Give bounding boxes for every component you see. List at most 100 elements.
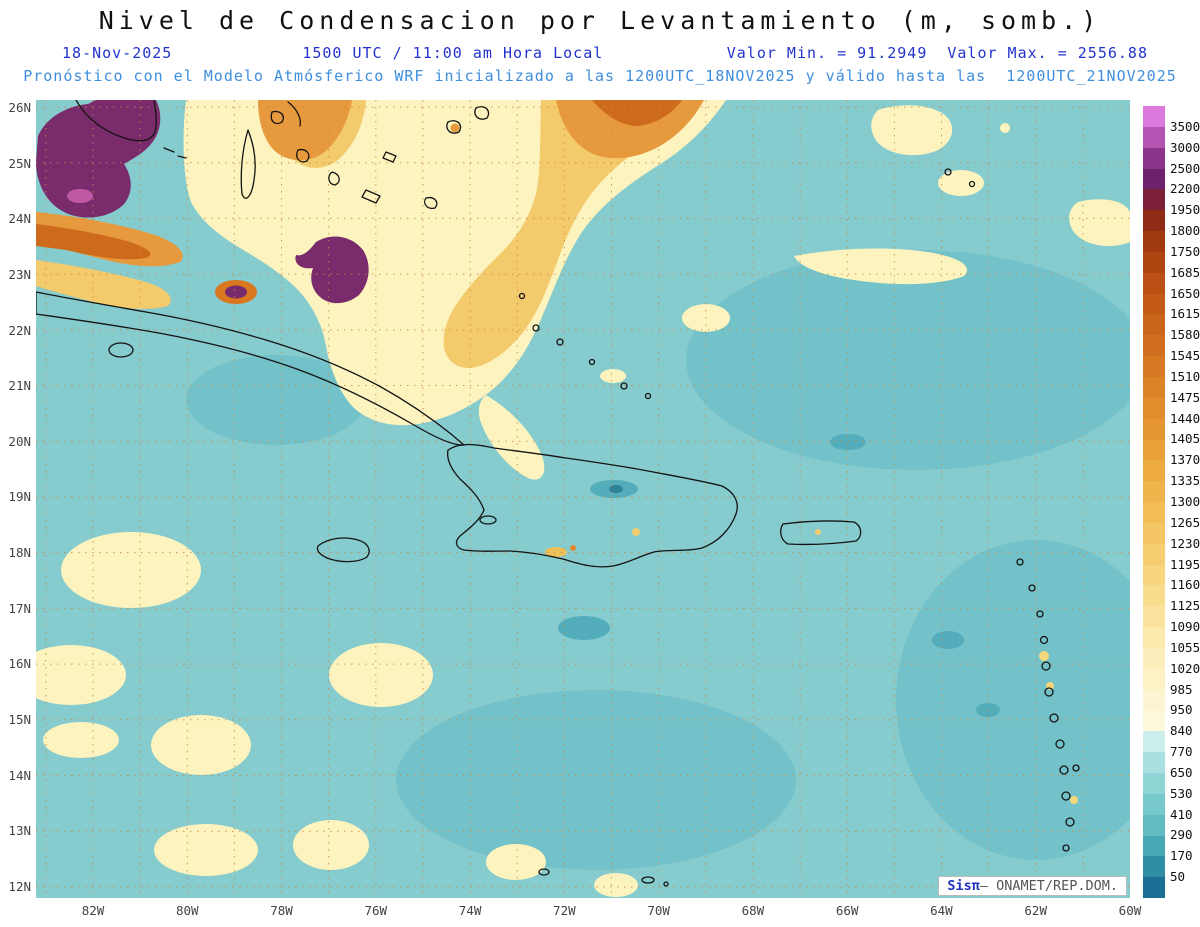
colorbar-label: 1750 [1170,243,1200,259]
lon-label: 62W [1024,903,1047,918]
colorbar-label: 840 [1170,723,1193,739]
colorbar-label: 1300 [1170,494,1200,509]
colorbar-swatch [1143,627,1165,648]
lat-label: 20N [8,433,31,449]
longitude-axis: 82W 80W 78W 76W 74W 72W 70W 68W 66W 64W 62W 60W [36,903,1142,919]
colorbar-label: 770 [1170,744,1193,760]
colorbar-label: 950 [1170,702,1193,718]
colorbar-label: 650 [1170,764,1193,780]
colorbar-label: 1265 [1170,514,1200,530]
colorbar-label: 1440 [1170,410,1200,426]
lon-label: 76W [364,903,388,918]
colorbar-label: 1125 [1170,598,1200,614]
lat-label: 12N [8,878,31,894]
value-min: Valor Min. = 91.2949 [726,44,928,62]
colorbar-label: 1580 [1170,327,1200,343]
colorbar-swatch [1143,564,1165,586]
colorbar-label: 3500 [1170,118,1200,134]
colorbar-label: 1160 [1170,577,1200,593]
colorbar-swatch [1143,752,1165,773]
forecast-description: Pronóstico con el Modelo Atmósferico WRF… [23,67,1177,85]
lon-label: 60W [1118,903,1142,918]
lat-label: 26N [8,100,31,115]
colorbar-swatch [1143,773,1165,794]
colorbar-label: 1650 [1170,285,1200,301]
attribution-box: Sisπ– ONAMET/REP.DOM. [938,876,1127,896]
colorbar-swatches [1143,106,1165,899]
colorbar-label: 1800 [1170,223,1200,239]
colorbar-swatch [1143,210,1165,232]
colorbar-label: 1230 [1170,535,1200,551]
colorbar-swatch [1143,710,1165,732]
header-line-1: 18-Nov-2025 1500 UTC / 11:00 am Hora Loc… [0,44,1200,62]
lon-label: 82W [81,903,105,918]
lat-label: 23N [8,266,31,282]
colorbar-label: 985 [1170,681,1193,697]
colorbar-swatch [1143,126,1165,148]
colorbar-swatch [1143,439,1165,461]
lon-label: 74W [458,903,482,918]
colorbar-swatch [1143,585,1165,607]
colorbar-label: 1475 [1170,389,1200,405]
colorbar-swatch [1143,502,1165,523]
colorbar-label: 2500 [1170,160,1200,176]
lat-label: 14N [8,767,31,783]
colorbar-swatch [1143,606,1165,628]
value-max: Valor Max. = 2556.88 [947,44,1148,62]
lat-label: 21N [8,378,31,394]
colorbar-swatch [1143,835,1165,857]
colorbar-label: 1195 [1170,556,1200,572]
lat-label: 16N [8,656,31,672]
latitude-axis: 26N 25N 24N 23N 22N 21N 20N 19N 18N 17N 16N 15N 14N 1… [0,100,31,894]
map-canvas [36,100,1130,898]
lon-label: 68W [741,903,765,918]
attribution-org: – ONAMET/REP.DOM. [979,878,1118,894]
lat-label: 25N [8,155,31,171]
lon-label: 70W [647,903,670,918]
colorbar-swatch [1143,335,1165,357]
colorbar-swatch [1143,460,1165,482]
colorbar-label: 3000 [1170,139,1200,155]
lat-label: 13N [8,823,31,839]
colorbar-label: 1545 [1170,348,1200,364]
colorbar-label: 290 [1170,827,1193,843]
colorbar-swatch [1143,543,1165,565]
colorbar-label: 2200 [1170,181,1200,197]
colorbar-label: 50 [1170,869,1186,885]
lat-label: 19N [8,489,31,505]
colorbar-swatch [1143,397,1165,419]
colorbar-label: 1335 [1170,473,1200,489]
colorbar-swatch [1143,376,1165,398]
colorbar-swatch [1143,314,1165,336]
lat-label: 22N [8,322,31,338]
colorbar-labels: 3500 3000 2500 2200 1950 1800 1750 1685 1650 1615… [1170,106,1200,898]
coastlines [36,100,1080,887]
sea-shade-blobs [186,250,1130,870]
colorbar-swatch [1143,418,1165,440]
lcl-field-blobs [36,100,1130,897]
attribution-brand: Sisπ [947,878,980,894]
valid-time: 1500 UTC / 11:00 am Hora Local [302,44,604,62]
colorbar-label: 1020 [1170,660,1200,676]
colorbar-label: 410 [1170,806,1193,822]
lon-label: 66W [835,903,859,918]
colorbar-swatch [1143,689,1165,711]
colorbar-swatch [1143,231,1165,252]
colorbar-legend: 3500 3000 2500 2200 1950 1800 1750 1685 1650 1615… [1143,106,1200,899]
colorbar-label: 530 [1170,785,1193,801]
colorbar-swatch [1143,272,1165,294]
map-area: Sisπ– ONAMET/REP.DOM. [36,100,1130,898]
colorbar-label: 1055 [1170,639,1200,655]
colorbar-swatch [1143,877,1165,899]
colorbar-swatch [1143,793,1165,815]
colorbar-swatch [1143,147,1165,169]
lat-label: 15N [8,712,31,728]
colorbar-swatch [1143,731,1165,753]
colorbar-swatch [1143,293,1165,315]
colorbar-label: 1090 [1170,619,1200,635]
page-title: Nivel de Condensacion por Levantamiento … [98,6,1102,35]
colorbar-swatch [1143,356,1165,377]
colorbar-swatch [1143,481,1165,503]
lat-label: 18N [8,545,31,561]
colorbar-label: 1370 [1170,452,1200,468]
